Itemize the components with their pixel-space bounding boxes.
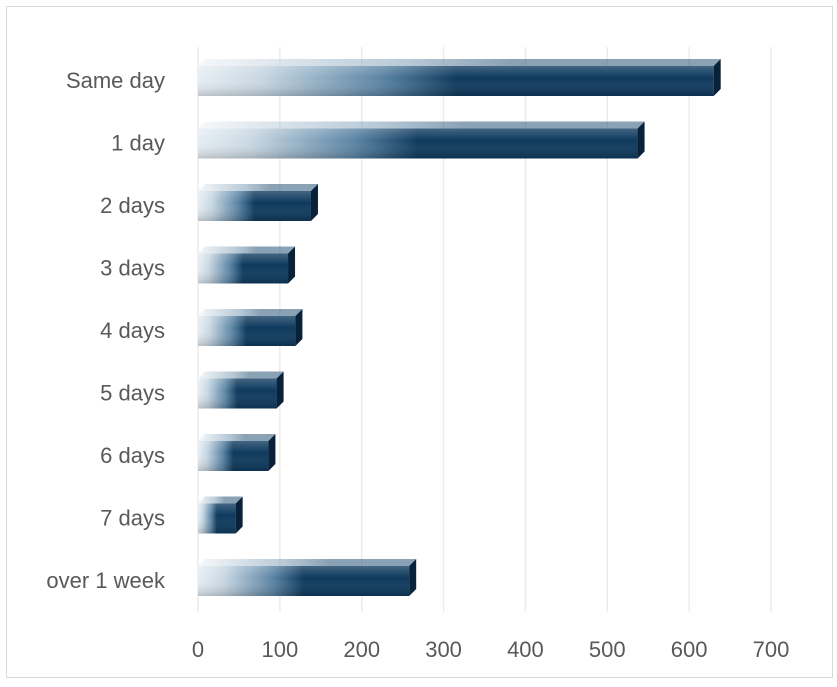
category-label: Same day — [66, 68, 165, 93]
bar-shading — [198, 441, 269, 471]
category-label: 1 day — [111, 131, 165, 156]
bar-top-face — [198, 59, 721, 66]
x-tick-label: 400 — [507, 637, 544, 662]
bar-2-days — [198, 184, 318, 221]
bar-shading — [198, 66, 714, 96]
bar-shading — [198, 253, 289, 284]
bar-4-days — [198, 309, 303, 346]
category-labels: Same day 1 day 2 days 3 days 4 days 5 days 6 d… — [46, 68, 166, 593]
bar-3-days — [198, 246, 296, 284]
bar-shading — [198, 316, 296, 346]
bar-top-face — [198, 121, 645, 129]
bar-chart: Same day 1 day 2 days 3 days 4 days 5 days 6 d… — [46, 47, 789, 662]
x-tick-label: 0 — [192, 637, 204, 662]
x-axis-tick-labels: 0 100 200 300 400 500 600 700 — [192, 637, 789, 662]
category-label: 2 days — [100, 193, 165, 218]
bar-over-1-week — [198, 559, 417, 596]
bar-top-face — [198, 246, 296, 254]
bar-shading — [198, 503, 236, 534]
x-tick-label: 100 — [261, 637, 298, 662]
category-label: 6 days — [100, 443, 165, 468]
category-label: 3 days — [100, 256, 165, 281]
x-tick-label: 300 — [425, 637, 462, 662]
x-tick-label: 600 — [671, 637, 708, 662]
x-tick-label: 700 — [753, 637, 790, 662]
bar-top-face — [198, 559, 417, 566]
bar-side-face — [637, 121, 645, 159]
bar-side-face — [713, 59, 721, 96]
x-tick-label: 500 — [589, 637, 626, 662]
bar-top-face — [198, 184, 318, 191]
bar-side-face — [276, 371, 284, 409]
bars — [198, 59, 721, 596]
bar-side-face — [310, 184, 318, 221]
chart-frame: Same day 1 day 2 days 3 days 4 days 5 days 6 d… — [6, 6, 833, 678]
bar-side-face — [268, 434, 276, 471]
bar-shading — [198, 566, 410, 596]
category-label: 5 days — [100, 381, 165, 406]
bar-top-face — [198, 371, 284, 379]
bar-top-face — [198, 434, 276, 441]
bar-top-face — [198, 496, 243, 504]
bar-5-days — [198, 371, 284, 409]
bar-top-face — [198, 309, 303, 316]
category-label: 7 days — [100, 506, 165, 531]
bar-shading — [198, 378, 277, 409]
bar-shading — [198, 128, 638, 159]
bar-side-face — [288, 246, 296, 284]
bar-shading — [198, 191, 311, 221]
category-label: over 1 week — [46, 568, 166, 593]
category-label: 4 days — [100, 318, 165, 343]
bar-side-face — [295, 309, 303, 346]
bar-same-day — [198, 59, 721, 96]
bar-7-days — [198, 496, 243, 534]
bar-6-days — [198, 434, 276, 471]
bar-side-face — [235, 496, 243, 534]
x-tick-label: 200 — [343, 637, 380, 662]
bar-side-face — [409, 559, 417, 596]
bar-1-day — [198, 121, 645, 159]
